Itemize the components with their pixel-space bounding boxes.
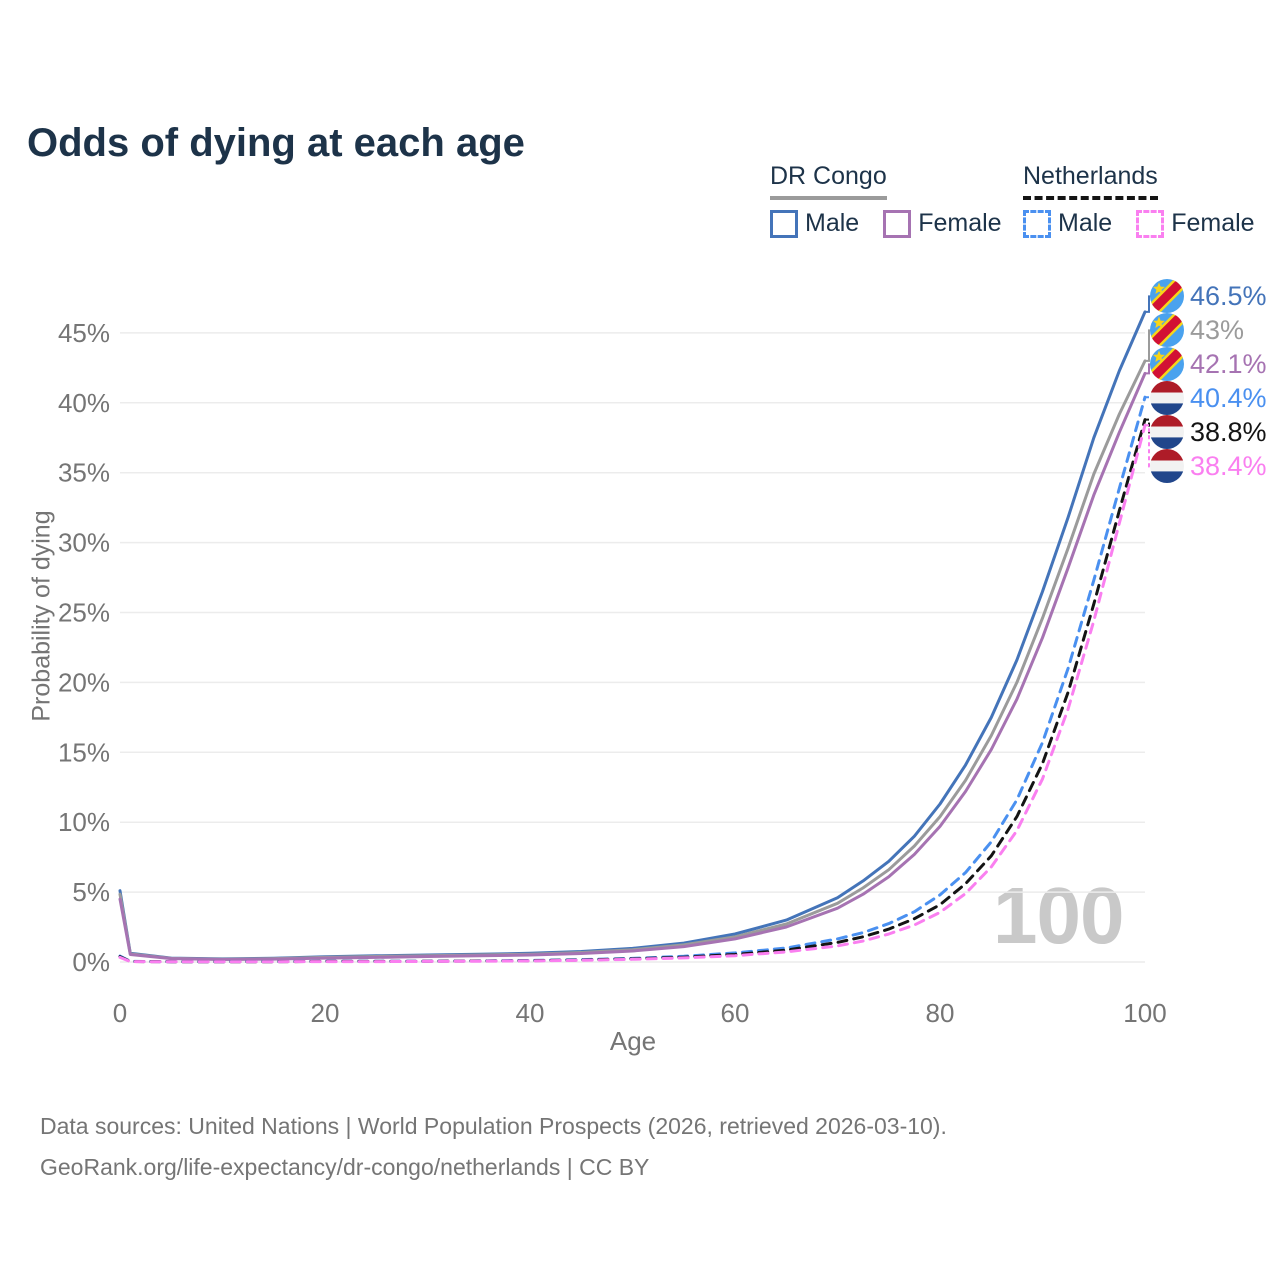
dr-congo-male-swatch-icon <box>770 209 798 238</box>
y-axis-title: Probability of dying <box>27 510 56 722</box>
legend-item-netherlands-female[interactable]: Female <box>1136 209 1255 238</box>
end-label-dr-congo-both: 43% <box>1150 313 1244 347</box>
legend-label: Female <box>918 209 1002 237</box>
netherlands-male-swatch-icon <box>1023 209 1051 238</box>
series-line-dr-congo-male[interactable] <box>118 310 1147 961</box>
dr-congo-flag-icon <box>1150 347 1184 381</box>
legend-label: Male <box>1058 209 1113 237</box>
end-label-dr-congo-male: 46.5% <box>1150 279 1267 313</box>
netherlands-flag-icon <box>1150 381 1184 415</box>
end-label-netherlands-female: 38.4% <box>1150 449 1267 483</box>
x-tick-label: 20 <box>311 998 340 1028</box>
dr-congo-female-swatch-icon <box>883 209 912 238</box>
dr-congo-flag-icon <box>1150 279 1184 313</box>
legend-row-dr-congo: Male Female <box>770 209 1026 238</box>
series-line-dr-congo-both[interactable] <box>118 359 1147 961</box>
legend-country-netherlands: Netherlands <box>1023 162 1158 200</box>
legend-item-netherlands-male[interactable]: Male <box>1023 209 1112 238</box>
legend: DR Congo Male Female Netherlands Male <box>0 162 1280 252</box>
series-line-dr-congo-female[interactable] <box>118 371 1147 961</box>
series-line-netherlands-male[interactable] <box>118 395 1147 964</box>
x-tick-label: 60 <box>721 998 750 1028</box>
y-tick-label: 25% <box>58 598 110 628</box>
series-line-netherlands-both[interactable] <box>118 418 1147 964</box>
legend-label: Female <box>1171 209 1255 237</box>
legend-group-dr-congo: DR Congo Male Female <box>770 162 1026 238</box>
netherlands-flag-icon <box>1150 449 1184 483</box>
y-tick-label: 30% <box>58 528 110 558</box>
y-tick-label: 5% <box>72 877 110 907</box>
end-label-netherlands-both: 38.8% <box>1150 415 1267 449</box>
series-line-netherlands-female[interactable] <box>118 423 1147 964</box>
end-label-netherlands-male: 40.4% <box>1150 381 1267 415</box>
end-label-dr-congo-female: 42.1% <box>1150 347 1267 381</box>
y-tick-label: 10% <box>58 807 110 837</box>
legend-country-dr-congo: DR Congo <box>770 162 887 200</box>
x-tick-label: 0 <box>113 998 127 1028</box>
end-label-connector <box>1145 396 1152 400</box>
y-tick-label: 40% <box>58 388 110 418</box>
end-label-value: 43% <box>1190 315 1245 345</box>
end-label-connector <box>1145 424 1152 468</box>
end-label-value: 38.8% <box>1190 417 1267 447</box>
legend-label: Male <box>805 209 860 237</box>
x-tick-label: 100 <box>1123 998 1166 1028</box>
y-tick-label: 45% <box>58 318 110 348</box>
source-note: Data sources: United Nations | World Pop… <box>40 1106 947 1188</box>
legend-item-dr-congo-male[interactable]: Male <box>770 209 859 238</box>
y-tick-label: 15% <box>58 737 110 767</box>
end-label-value: 42.1% <box>1190 349 1267 379</box>
y-tick-label: 20% <box>58 667 110 697</box>
legend-group-netherlands: Netherlands Male Female <box>1023 162 1279 238</box>
legend-item-dr-congo-female[interactable]: Female <box>883 209 1002 238</box>
legend-row-netherlands: Male Female <box>1023 209 1279 238</box>
source-line-1: Data sources: United Nations | World Pop… <box>40 1113 947 1139</box>
x-axis-title: Age <box>609 1026 657 1056</box>
netherlands-female-swatch-icon <box>1136 209 1165 238</box>
age-indicator-watermark: 100 <box>993 871 1124 960</box>
dr-congo-flag-icon <box>1150 313 1184 347</box>
x-tick-label: 80 <box>926 998 955 1028</box>
end-label-value: 46.5% <box>1190 281 1267 311</box>
source-line-2: GeoRank.org/life-expectancy/dr-congo/net… <box>40 1154 650 1180</box>
x-tick-label: 40 <box>516 998 545 1028</box>
end-label-value: 40.4% <box>1190 383 1267 413</box>
y-tick-label: 35% <box>58 458 110 488</box>
page-title: Odds of dying at each age <box>27 120 525 165</box>
netherlands-flag-icon <box>1150 415 1184 449</box>
y-tick-label: 0% <box>72 947 110 977</box>
end-label-value: 38.4% <box>1190 451 1267 481</box>
